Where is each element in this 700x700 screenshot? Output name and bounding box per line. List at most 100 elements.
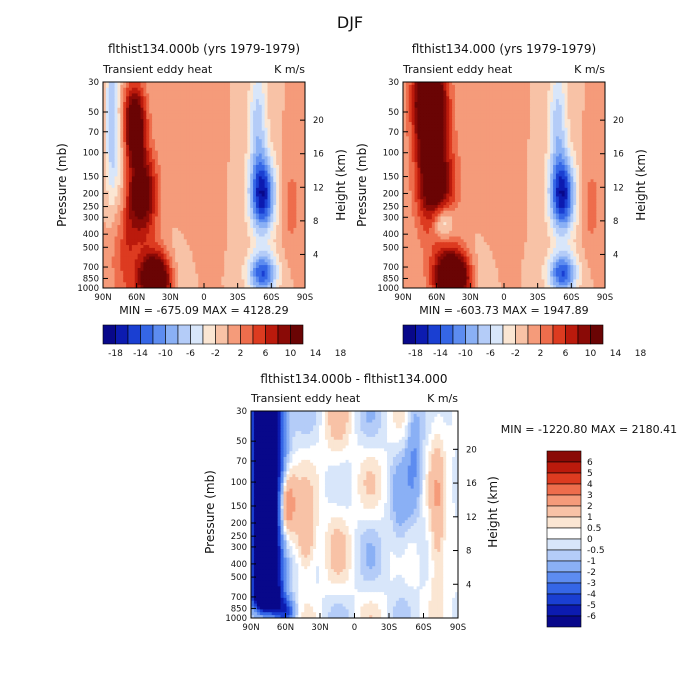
- field-cell: [152, 139, 156, 143]
- field-cell: [267, 107, 271, 112]
- field-cell: [201, 113, 205, 117]
- field-cell: [183, 259, 188, 263]
- field-cell: [229, 156, 234, 160]
- field-cell: [227, 96, 231, 100]
- field-cell: [137, 210, 142, 215]
- field-cell: [296, 84, 300, 89]
- field-cell: [143, 153, 147, 157]
- field-cell: [201, 256, 205, 260]
- field-cell: [276, 147, 280, 152]
- field-cell: [206, 276, 211, 281]
- field-cell: [201, 136, 205, 140]
- field-cell: [128, 87, 133, 92]
- field-cell: [299, 242, 303, 246]
- field-cell: [253, 99, 257, 103]
- field-cell: [279, 142, 283, 146]
- field-cell: [111, 185, 116, 189]
- field-cell: [157, 202, 162, 206]
- field-cell: [131, 210, 136, 215]
- field-cell: [152, 216, 156, 220]
- field-cell: [117, 185, 121, 189]
- field-cell: [105, 279, 110, 283]
- field-cell: [264, 259, 269, 263]
- field-cell: [143, 282, 147, 286]
- field-cell: [103, 250, 107, 255]
- field-cell: [201, 250, 205, 255]
- field-cell: [201, 230, 205, 235]
- field-cell: [126, 216, 130, 220]
- field-cell: [117, 116, 121, 120]
- field-cell: [108, 87, 113, 92]
- field-cell: [224, 150, 228, 155]
- field-cell: [183, 127, 188, 132]
- field-cell: [154, 253, 159, 258]
- field-cell: [123, 282, 127, 286]
- field-cell: [238, 127, 243, 132]
- field-cell: [255, 265, 260, 269]
- field-cell: [146, 127, 150, 132]
- field-cell: [111, 130, 116, 135]
- field-cell: [212, 164, 217, 169]
- field-cell: [117, 202, 121, 206]
- field-cell: [250, 225, 254, 229]
- field-cell: [154, 276, 159, 281]
- field-cell: [192, 147, 196, 152]
- field-cell: [253, 96, 257, 100]
- field-cell: [290, 250, 295, 255]
- field-cell: [224, 196, 228, 200]
- field-cell: [143, 196, 147, 200]
- field-cell: [287, 225, 292, 229]
- field-cell: [166, 262, 170, 266]
- field-cell: [169, 124, 173, 129]
- field-cell: [175, 239, 179, 243]
- field-cell: [154, 136, 159, 140]
- field-cell: [290, 176, 295, 180]
- field-cell: [267, 205, 271, 209]
- field-cell: [108, 99, 113, 103]
- field-cell: [255, 159, 260, 163]
- field-cell: [108, 133, 113, 137]
- field-cell: [235, 84, 240, 89]
- field-cell: [201, 185, 205, 189]
- field-cell: [299, 127, 303, 132]
- field-cell: [105, 164, 110, 169]
- field-cell: [293, 182, 297, 186]
- field-cell: [273, 150, 277, 155]
- field-cell: [108, 102, 113, 106]
- field-cell: [284, 156, 289, 160]
- field-cell: [241, 205, 245, 209]
- field-cell: [235, 187, 240, 192]
- field-cell: [247, 182, 251, 186]
- field-cell: [149, 84, 153, 89]
- field-cell: [287, 107, 292, 112]
- field-cell: [270, 93, 274, 97]
- field-cell: [108, 242, 113, 246]
- field-cell: [270, 104, 274, 109]
- field-cell: [198, 196, 202, 200]
- field-cell: [131, 236, 136, 240]
- field-cell: [140, 276, 144, 281]
- field-cell: [175, 222, 179, 226]
- field-cell: [261, 170, 266, 175]
- field-cell: [123, 113, 127, 117]
- field-cell: [290, 110, 295, 115]
- field-cell: [247, 222, 251, 226]
- field-cell: [186, 130, 191, 135]
- field-cell: [276, 127, 280, 132]
- field-cell: [120, 230, 124, 235]
- field-cell: [146, 216, 150, 220]
- field-cell: [189, 247, 194, 252]
- field-cell: [227, 179, 231, 183]
- field-cell: [250, 282, 254, 286]
- field-cell: [126, 156, 130, 160]
- field-cell: [178, 136, 182, 140]
- field-cell: [108, 256, 113, 260]
- field-cell: [180, 216, 185, 220]
- field-cell: [227, 119, 231, 123]
- field-cell: [264, 144, 269, 149]
- field-cell: [105, 187, 110, 192]
- field-cell: [212, 162, 217, 166]
- field-cell: [215, 102, 220, 106]
- field-cell: [126, 213, 130, 218]
- field-cell: [146, 182, 150, 186]
